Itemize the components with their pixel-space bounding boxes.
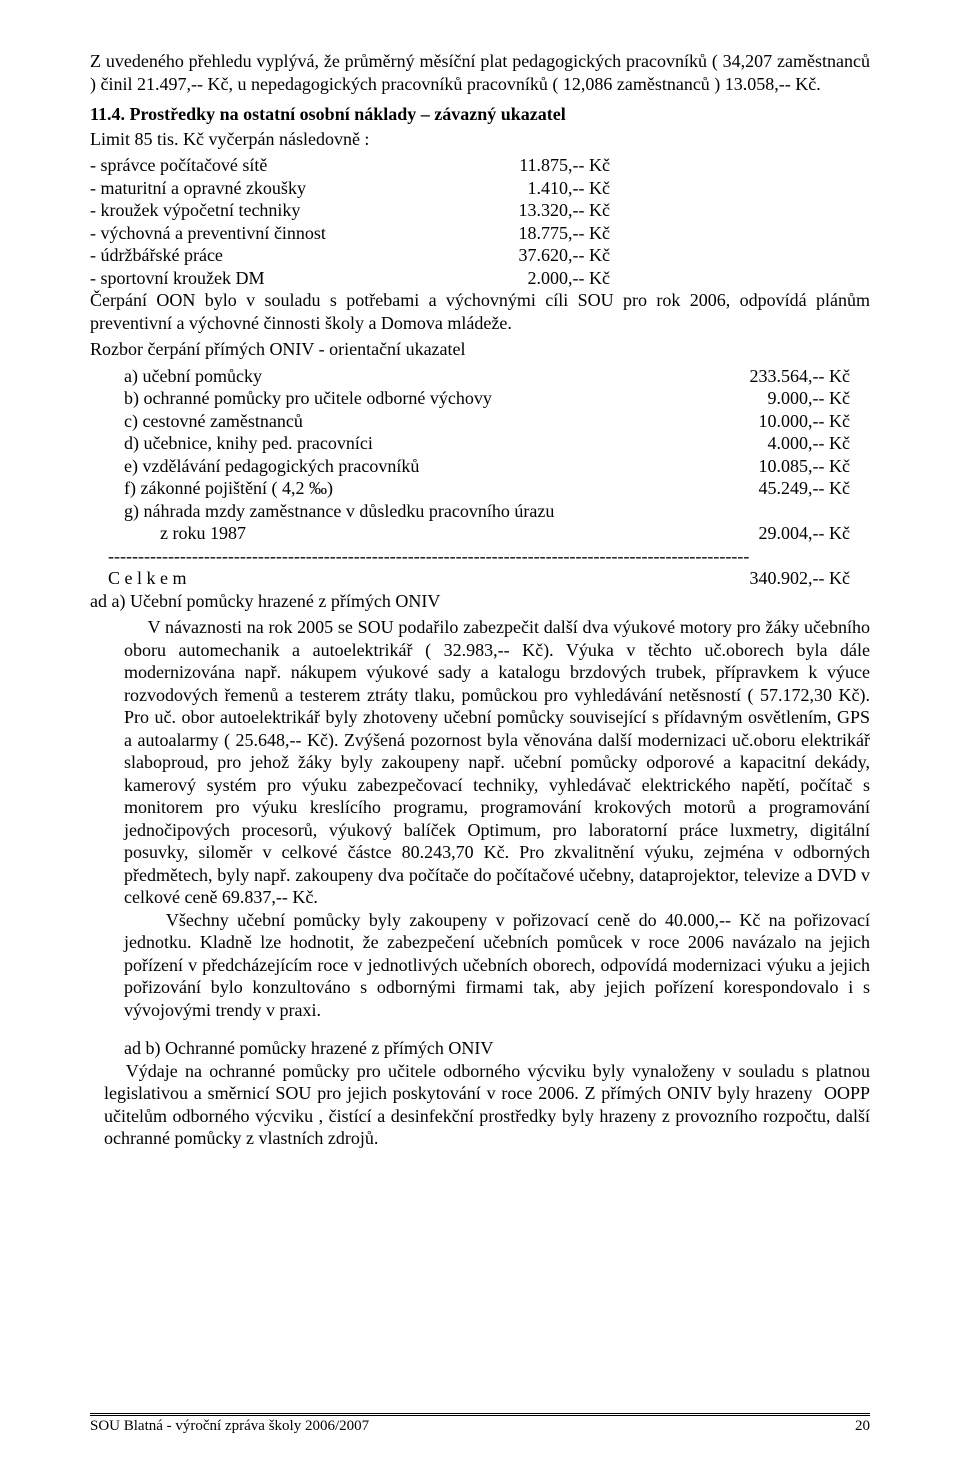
oniv-item: a) učební pomůcky 233.564,-- Kč — [90, 365, 850, 388]
oniv-total-label: C e l k e m — [90, 567, 187, 590]
oniv-total: C e l k e m 340.902,-- Kč — [90, 567, 850, 590]
oniv-label: c) cestovné zaměstnanců — [90, 410, 303, 433]
oniv-value: 233.564,-- Kč — [730, 365, 850, 388]
oniv-label: a) učební pomůcky — [90, 365, 262, 388]
ad-a-heading: ad a) Učební pomůcky hrazené z přímých O… — [90, 590, 870, 613]
ad-b-heading: ad b) Ochranné pomůcky hrazené z přímých… — [90, 1037, 870, 1060]
oon-label: - kroužek výpočetní techniky — [90, 199, 300, 222]
oon-item: - sportovní kroužek DM 2.000,-- Kč — [90, 267, 610, 290]
divider-line: ----------------------------------------… — [90, 545, 870, 568]
oniv-item: f) zákonné pojištění ( 4,2 ‰) 45.249,-- K… — [90, 477, 850, 500]
section-11-4-heading: 11.4. Prostředky na ostatní osobní nákla… — [90, 103, 870, 126]
oniv-value: 45.249,-- Kč — [739, 477, 850, 500]
oon-value: 2.000,-- Kč — [508, 267, 610, 290]
ad-b-body: Výdaje na ochranné pomůcky pro učitele o… — [90, 1060, 870, 1150]
oon-item: - kroužek výpočetní techniky 13.320,-- Kč — [90, 199, 610, 222]
oniv-label: z roku 1987 — [90, 522, 246, 545]
oon-value: 37.620,-- Kč — [499, 244, 610, 267]
limit-line: Limit 85 tis. Kč vyčerpán následovně : — [90, 128, 870, 151]
oniv-item-g1: g) náhrada mzdy zaměstnance v důsledku p… — [90, 500, 850, 523]
oniv-value: 9.000,-- Kč — [748, 387, 850, 410]
oniv-value: 10.085,-- Kč — [739, 455, 850, 478]
oniv-value: 29.004,-- Kč — [739, 522, 850, 545]
oon-label: - údržbářské práce — [90, 244, 223, 267]
oon-value: 18.775,-- Kč — [499, 222, 610, 245]
oniv-value: 10.000,-- Kč — [739, 410, 850, 433]
oniv-label: g) náhrada mzdy zaměstnance v důsledku p… — [90, 500, 554, 523]
page-footer: SOU Blatná - výroční zpráva školy 2006/2… — [90, 1413, 870, 1435]
oon-item: - údržbářské práce 37.620,-- Kč — [90, 244, 610, 267]
intro-paragraph: Z uvedeného přehledu vyplývá, že průměrn… — [90, 50, 870, 95]
oon-item: - správce počítačové sítě 11.875,-- Kč — [90, 154, 610, 177]
oon-value: 13.320,-- Kč — [499, 199, 610, 222]
oon-item: - maturitní a opravné zkoušky 1.410,-- Kč — [90, 177, 610, 200]
oon-label: - výchovná a preventivní činnost — [90, 222, 326, 245]
oon-label: - správce počítačové sítě — [90, 154, 267, 177]
oniv-heading: Rozbor čerpání přímých ONIV - orientační… — [90, 338, 870, 361]
oon-value: 1.410,-- Kč — [508, 177, 610, 200]
oniv-item: c) cestovné zaměstnanců 10.000,-- Kč — [90, 410, 850, 433]
oniv-label: d) učebnice, knihy ped. pracovníci — [90, 432, 373, 455]
ad-a-body2: Všechny učební pomůcky byly zakoupeny v … — [90, 909, 870, 1022]
oniv-label: e) vzdělávání pedagogických pracovníků — [90, 455, 419, 478]
oon-item: - výchovná a preventivní činnost 18.775,-… — [90, 222, 610, 245]
oniv-label: f) zákonné pojištění ( 4,2 ‰) — [90, 477, 333, 500]
oon-value: 11.875,-- Kč — [499, 154, 610, 177]
oon-label: - sportovní kroužek DM — [90, 267, 264, 290]
oniv-item: b) ochranné pomůcky pro učitele odborné … — [90, 387, 850, 410]
footer-left: SOU Blatná - výroční zpráva školy 2006/2… — [90, 1418, 369, 1435]
oniv-label: b) ochranné pomůcky pro učitele odborné … — [90, 387, 492, 410]
ad-a-body: V návaznosti na rok 2005 se SOU podařilo… — [90, 616, 870, 909]
oniv-total-value: 340.902,-- Kč — [730, 567, 850, 590]
page: Z uvedeného přehledu vyplývá, že průměrn… — [0, 0, 960, 1465]
oniv-value: 4.000,-- Kč — [748, 432, 850, 455]
oon-note: Čerpání OON bylo v souladu s potřebami a… — [90, 289, 870, 334]
oniv-item: e) vzdělávání pedagogických pracovníků 10… — [90, 455, 850, 478]
oniv-item-g2: z roku 1987 29.004,-- Kč — [90, 522, 850, 545]
footer-page-number: 20 — [855, 1418, 870, 1435]
oon-label: - maturitní a opravné zkoušky — [90, 177, 306, 200]
oniv-item: d) učebnice, knihy ped. pracovníci 4.000,… — [90, 432, 850, 455]
